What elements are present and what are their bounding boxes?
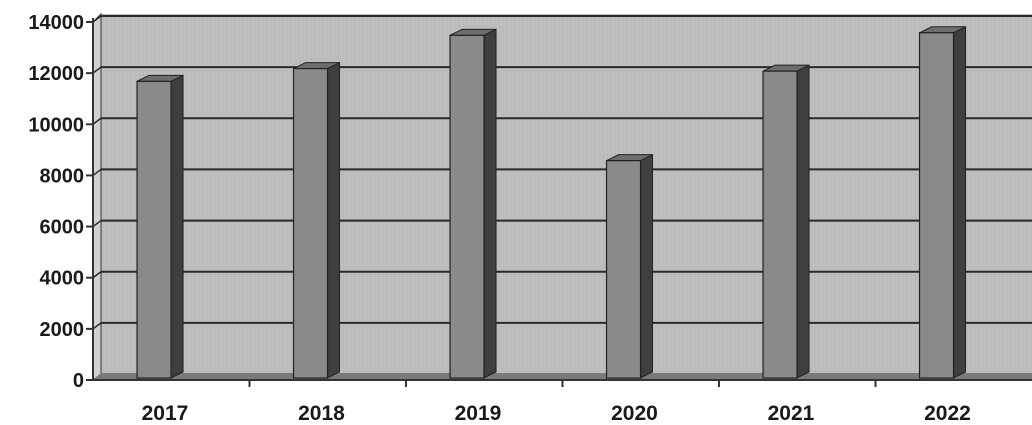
bar-2022: [918, 25, 967, 379]
y-tick-label: 8000: [40, 165, 85, 187]
bar-front: [292, 67, 329, 379]
bars: [136, 25, 967, 379]
floor: [93, 373, 1032, 380]
bar-side: [796, 64, 810, 379]
bar-front: [136, 80, 172, 379]
bar-side: [953, 25, 967, 379]
gridline-side: [92, 66, 102, 74]
y-tick-label: 12000: [28, 63, 84, 85]
bar-front: [449, 34, 485, 379]
gridline-side: [92, 168, 102, 177]
bar-2021: [762, 64, 810, 379]
y-tick-label: 6000: [40, 217, 85, 239]
gridline-side: [92, 15, 102, 23]
x-tick-label: 2022: [924, 402, 971, 425]
x-tick-label: 2017: [142, 402, 189, 425]
bar-front: [605, 160, 642, 379]
bar-front: [762, 70, 798, 379]
gridlines: [92, 15, 1032, 330]
bar-side: [640, 153, 654, 379]
gridline-side: [92, 117, 102, 125]
bar-side: [327, 61, 341, 379]
x-tick-label: 2018: [298, 402, 345, 425]
axes: [86, 18, 1032, 387]
y-tick-label: 2000: [40, 319, 85, 341]
y-tick-label: 14000: [28, 12, 84, 34]
bar-front: [918, 32, 955, 379]
x-tick-labels: 2017 2018 2019 2020 2021 2022: [142, 402, 971, 425]
gridline-side: [92, 271, 102, 279]
bar-2020: [605, 153, 654, 379]
bar-2019: [449, 28, 497, 379]
plot-walls: [92, 12, 1032, 381]
back-wall-texture: [101, 14, 1032, 374]
x-tick-label: 2020: [611, 402, 658, 425]
y-tick-label: 0: [73, 370, 84, 392]
y-tick-label: 4000: [40, 268, 85, 290]
bar-2017: [136, 74, 184, 379]
bar-side: [170, 74, 184, 379]
x-tick-label: 2019: [455, 402, 502, 425]
gridline-side: [92, 322, 102, 330]
y-tick-label: 10000: [28, 114, 84, 136]
bar-2018: [292, 61, 341, 379]
x-tick-label: 2021: [768, 402, 815, 425]
bar-side: [483, 28, 497, 379]
gridline-side: [92, 219, 102, 228]
y-tick-labels: 0 2000 4000 6000 8000 10000 12000 14000: [28, 12, 84, 392]
